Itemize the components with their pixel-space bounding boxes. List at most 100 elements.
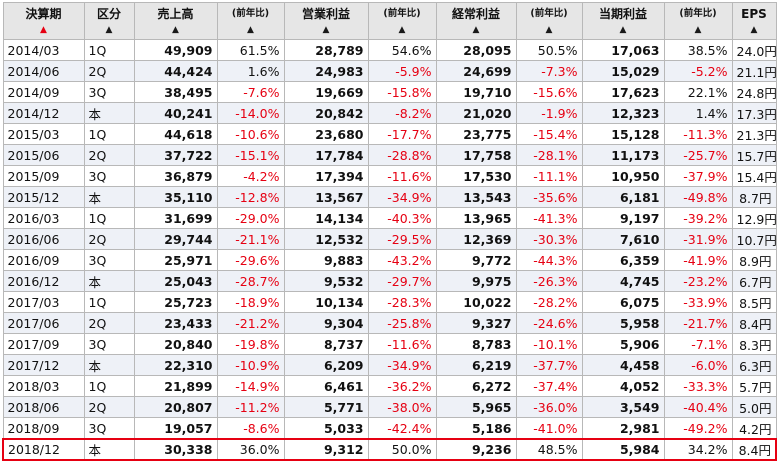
ordinary-yoy-cell: -10.1%	[515, 333, 583, 355]
sort-arrow-icon[interactable]: ▲	[545, 24, 553, 35]
category-cell: 3Q	[83, 249, 135, 271]
column-header-net-profit[interactable]: 当期利益 ▲	[581, 2, 665, 40]
category-cell: 3Q	[83, 165, 135, 187]
net-yoy-cell: -5.2%	[663, 60, 733, 82]
operating-yoy-cell: 54.6%	[367, 39, 437, 61]
ordinary-profit-cell: 9,772	[435, 249, 517, 271]
column-header-ordinary-profit[interactable]: 経常利益 ▲	[435, 2, 517, 40]
sort-arrow-icon[interactable]: ▲	[105, 24, 113, 35]
net-profit-cell: 6,075	[581, 291, 665, 313]
operating-profit-cell: 9,532	[283, 270, 369, 292]
period-cell: 2017/06	[2, 312, 85, 334]
revenue-yoy-cell: -19.8%	[216, 333, 285, 355]
net-yoy-cell: -49.2%	[663, 417, 733, 440]
column-header-net-yoy[interactable]: (前年比) ▲	[663, 2, 733, 40]
net-yoy-cell: -11.3%	[663, 123, 733, 145]
column-header-ordinary-yoy[interactable]: (前年比) ▲	[515, 2, 583, 40]
category-cell: 本	[83, 438, 135, 461]
ordinary-profit-cell: 8,783	[435, 333, 517, 355]
net-profit-cell: 12,323	[581, 102, 665, 124]
revenue-cell: 29,744	[133, 228, 218, 250]
column-header-period[interactable]: 決算期 ▲	[2, 2, 85, 40]
column-header-label: EPS	[741, 6, 767, 21]
period-cell: 2014/09	[2, 81, 85, 103]
ordinary-profit-cell: 10,022	[435, 291, 517, 313]
net-profit-cell: 4,745	[581, 270, 665, 292]
ordinary-profit-cell: 9,975	[435, 270, 517, 292]
ordinary-yoy-cell: -15.4%	[515, 123, 583, 145]
operating-yoy-cell: -42.4%	[367, 417, 437, 440]
revenue-cell: 30,338	[133, 438, 218, 461]
operating-yoy-cell: -43.2%	[367, 249, 437, 271]
table-row: 2017/09 3Q 20,840 -19.8% 8,737 -11.6% 8,783 -10…	[2, 333, 777, 355]
operating-yoy-cell: -36.2%	[367, 375, 437, 397]
sort-arrow-icon[interactable]: ▲	[472, 24, 480, 35]
column-header-eps[interactable]: EPS ▲	[731, 2, 777, 40]
period-cell: 2015/06	[2, 144, 85, 166]
sort-arrow-icon[interactable]: ▲	[398, 24, 406, 35]
revenue-yoy-cell: -28.7%	[216, 270, 285, 292]
sort-arrow-icon[interactable]: ▲	[40, 24, 47, 35]
table-row: 2015/12 本 35,110 -12.8% 13,567 -34.9% 13,543 -3…	[2, 186, 777, 208]
column-header-revenue[interactable]: 売上高 ▲	[133, 2, 218, 40]
operating-yoy-cell: -29.5%	[367, 228, 437, 250]
ordinary-profit-cell: 13,543	[435, 186, 517, 208]
category-cell: 1Q	[83, 123, 135, 145]
revenue-cell: 21,899	[133, 375, 218, 397]
revenue-yoy-cell: 36.0%	[216, 438, 285, 461]
column-header-operating-yoy[interactable]: (前年比) ▲	[367, 2, 437, 40]
table-row: 2016/12 本 25,043 -28.7% 9,532 -29.7% 9,975 -26.…	[2, 270, 777, 292]
revenue-cell: 19,057	[133, 417, 218, 440]
column-header-revenue-yoy[interactable]: (前年比) ▲	[216, 2, 285, 40]
column-header-label: (前年比)	[530, 7, 568, 19]
revenue-yoy-cell: -12.8%	[216, 186, 285, 208]
category-cell: 3Q	[83, 81, 135, 103]
operating-profit-cell: 10,134	[283, 291, 369, 313]
category-cell: 2Q	[83, 312, 135, 334]
operating-profit-cell: 20,842	[283, 102, 369, 124]
sort-arrow-icon[interactable]: ▲	[750, 24, 758, 35]
revenue-yoy-cell: -18.9%	[216, 291, 285, 313]
table-body: 2014/03 1Q 49,909 61.5% 28,789 54.6% 28,095 50.…	[2, 39, 777, 461]
ordinary-yoy-cell: -37.4%	[515, 375, 583, 397]
column-header-label: 売上高	[157, 6, 194, 21]
net-yoy-cell: 1.4%	[663, 102, 733, 124]
operating-yoy-cell: -11.6%	[367, 165, 437, 187]
period-cell: 2017/03	[2, 291, 85, 313]
period-cell: 2014/12	[2, 102, 85, 124]
table-row: 2014/09 3Q 38,495 -7.6% 19,669 -15.8% 19,710 -1…	[2, 81, 777, 103]
sort-arrow-icon[interactable]: ▲	[322, 24, 330, 35]
eps-cell: 15.7円	[731, 144, 777, 166]
revenue-yoy-cell: -7.6%	[216, 81, 285, 103]
revenue-cell: 36,879	[133, 165, 218, 187]
net-profit-cell: 5,958	[581, 312, 665, 334]
table-row: 2016/06 2Q 29,744 -21.1% 12,532 -29.5% 12,369-…	[2, 228, 777, 250]
column-header-category[interactable]: 区分 ▲	[83, 2, 135, 40]
category-cell: 本	[83, 270, 135, 292]
operating-profit-cell: 6,209	[283, 354, 369, 376]
category-cell: 2Q	[83, 144, 135, 166]
net-yoy-cell: -23.2%	[663, 270, 733, 292]
eps-cell: 8.3円	[731, 333, 777, 355]
period-cell: 2018/09	[2, 417, 85, 440]
period-cell: 2015/09	[2, 165, 85, 187]
column-header-operating-profit[interactable]: 営業利益 ▲	[283, 2, 369, 40]
sort-arrow-icon[interactable]: ▲	[619, 24, 627, 35]
operating-profit-cell: 9,312	[283, 438, 369, 461]
net-profit-cell: 5,984	[581, 438, 665, 461]
sort-arrow-icon[interactable]: ▲	[247, 24, 254, 35]
revenue-yoy-cell: -14.9%	[216, 375, 285, 397]
category-cell: 本	[83, 102, 135, 124]
operating-profit-cell: 19,669	[283, 81, 369, 103]
ordinary-yoy-cell: 50.5%	[515, 39, 583, 61]
ordinary-yoy-cell: -44.3%	[515, 249, 583, 271]
table-row: 2018/12 本 30,338 36.0% 9,312 50.0% 9,236 48.5% 5…	[2, 438, 777, 461]
operating-yoy-cell: -29.7%	[367, 270, 437, 292]
operating-profit-cell: 6,461	[283, 375, 369, 397]
operating-profit-cell: 5,771	[283, 396, 369, 418]
table-row: 2018/09 3Q 19,057 -8.6% 5,033 -42.4% 5,186 -41.…	[2, 417, 777, 440]
sort-arrow-icon[interactable]: ▲	[172, 24, 179, 35]
period-cell: 2016/06	[2, 228, 85, 250]
sort-arrow-icon[interactable]: ▲	[694, 24, 702, 35]
table-row: 2014/03 1Q 49,909 61.5% 28,789 54.6% 28,095 50.…	[2, 39, 777, 61]
